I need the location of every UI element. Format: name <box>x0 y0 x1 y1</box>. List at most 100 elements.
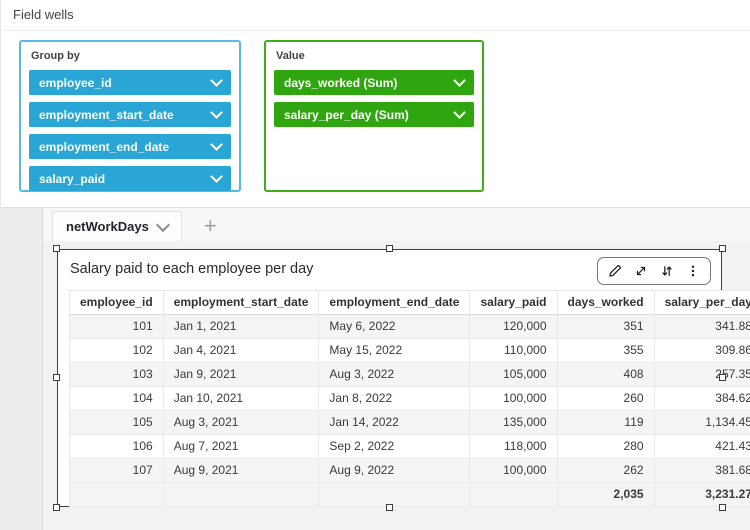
table-total-cell: 3,231.27 <box>653 482 750 507</box>
table-cell: 262 <box>556 458 655 483</box>
field-pill-employment-end-date[interactable]: employment_end_date <box>29 134 231 159</box>
table-cell: 120,000 <box>469 314 558 339</box>
table-totals-row: 2,035 3,231.27 <box>69 482 750 507</box>
table-cell: 384.62 <box>653 386 750 411</box>
table-cell: 110,000 <box>469 338 558 363</box>
chevron-down-icon <box>210 74 223 87</box>
table-cell: Jan 14, 2022 <box>318 410 470 435</box>
table-cell: Jan 10, 2021 <box>162 386 319 411</box>
table-cell: 135,000 <box>469 410 558 435</box>
column-header[interactable]: salary_per_day <box>653 290 750 315</box>
resize-handle-n[interactable] <box>385 245 393 252</box>
field-pill-days-worked-sum[interactable]: days_worked (Sum) <box>274 70 474 95</box>
tab-networkdays[interactable]: netWorkDays <box>52 211 182 241</box>
chevron-down-icon <box>210 106 223 119</box>
table-cell: 100,000 <box>469 386 558 411</box>
table-cell: 351 <box>556 314 655 339</box>
value-well: Value days_worked (Sum) salary_per_day (… <box>264 40 484 192</box>
resize-handle-w[interactable] <box>53 374 60 381</box>
column-header[interactable]: days_worked <box>556 290 655 315</box>
table-cell: 408 <box>556 362 655 387</box>
field-wells-title: Field wells <box>1 0 750 31</box>
table-cell: 355 <box>556 338 655 363</box>
table-cell: Jan 4, 2021 <box>162 338 319 363</box>
table-cell: Aug 3, 2022 <box>318 362 470 387</box>
table-row[interactable]: 107 Aug 9, 2021 Aug 9, 2022 100,000 262 381.6… <box>69 458 750 483</box>
table-row[interactable]: 106 Aug 7, 2021 Sep 2, 2022 118,000 280 421.4… <box>69 434 750 459</box>
table-cell: 105 <box>69 410 164 435</box>
field-wells-panel: Field wells Group by employee_id employm… <box>0 0 750 207</box>
table-cell: Aug 9, 2021 <box>162 458 319 483</box>
column-header[interactable]: employment_end_date <box>318 290 470 315</box>
resize-handle-nw[interactable] <box>53 245 60 252</box>
field-pill-label: salary_paid <box>39 171 106 186</box>
table-cell: 103 <box>69 362 164 387</box>
left-rail <box>0 208 43 530</box>
resize-handle-ne[interactable] <box>719 245 726 252</box>
table-cell: 104 <box>69 386 164 411</box>
table-cell: May 15, 2022 <box>318 338 470 363</box>
chevron-down-icon <box>453 74 466 87</box>
table-cell: 107 <box>69 458 164 483</box>
table-cell: Sep 2, 2022 <box>318 434 470 459</box>
table-cell: Aug 3, 2021 <box>162 410 319 435</box>
table-visual-card[interactable]: Salary paid to each employee per day <box>53 245 750 511</box>
table-total-cell <box>69 482 164 507</box>
field-pill-label: employee_id <box>39 75 112 90</box>
swap-arrows-icon[interactable] <box>660 264 674 278</box>
chevron-down-icon <box>210 138 223 151</box>
chevron-down-icon <box>210 170 223 183</box>
table-row[interactable]: 104 Jan 10, 2021 Jan 8, 2022 100,000 260 384.… <box>69 386 750 411</box>
table-cell: 119 <box>556 410 655 435</box>
table-cell: Jan 8, 2022 <box>318 386 470 411</box>
kebab-menu-icon[interactable] <box>686 264 700 278</box>
sheet-tab-strip: netWorkDays + <box>43 208 750 241</box>
group-by-label: Group by <box>31 50 80 62</box>
table-cell: Jan 9, 2021 <box>162 362 319 387</box>
table-cell: 421.43 <box>653 434 750 459</box>
edit-pencil-icon[interactable] <box>608 264 622 278</box>
resize-handle-se[interactable] <box>719 504 726 511</box>
table-cell: 381.68 <box>653 458 750 483</box>
resize-handle-e[interactable] <box>719 374 726 381</box>
visual-title: Salary paid to each employee per day <box>70 261 314 277</box>
table-cell: Aug 9, 2022 <box>318 458 470 483</box>
table-cell: 280 <box>556 434 655 459</box>
resize-handle-sw[interactable] <box>53 504 60 511</box>
table-cell: May 6, 2022 <box>318 314 470 339</box>
table-row[interactable]: 105 Aug 3, 2021 Jan 14, 2022 135,000 119 1,13… <box>69 410 750 435</box>
column-header[interactable]: salary_paid <box>469 290 558 315</box>
value-label: Value <box>276 50 305 62</box>
column-header[interactable]: employee_id <box>69 290 164 315</box>
table-cell: 309.86 <box>653 338 750 363</box>
table-cell: 341.88 <box>653 314 750 339</box>
table-cell: 105,000 <box>469 362 558 387</box>
table-cell: 102 <box>69 338 164 363</box>
table-row[interactable]: 102 Jan 4, 2021 May 15, 2022 110,000 355 309.… <box>69 338 750 363</box>
table-total-cell <box>469 482 558 507</box>
table-row[interactable]: 101 Jan 1, 2021 May 6, 2022 120,000 351 341.8… <box>69 314 750 339</box>
add-sheet-button[interactable]: + <box>198 213 223 239</box>
field-pill-employment-start-date[interactable]: employment_start_date <box>29 102 231 127</box>
table-cell: 257.35 <box>653 362 750 387</box>
table-cell: Aug 7, 2021 <box>162 434 319 459</box>
field-pill-label: salary_per_day (Sum) <box>284 107 409 122</box>
column-header[interactable]: employment_start_date <box>162 290 319 315</box>
field-pill-employee-id[interactable]: employee_id <box>29 70 231 95</box>
field-pill-salary-paid[interactable]: salary_paid <box>29 166 231 191</box>
chevron-down-icon <box>453 106 466 119</box>
chevron-down-icon[interactable] <box>155 217 170 232</box>
resize-handle-s[interactable] <box>385 504 393 511</box>
field-pill-label: employment_end_date <box>39 139 170 154</box>
pivot-table: employee_id employment_start_date employ… <box>69 290 750 507</box>
expand-arrows-icon[interactable] <box>634 264 648 278</box>
table-total-cell: 2,035 <box>556 482 655 507</box>
table-cell: 260 <box>556 386 655 411</box>
table-header-row: employee_id employment_start_date employ… <box>69 290 750 315</box>
table-total-cell <box>162 482 319 507</box>
visual-toolbar <box>597 257 711 285</box>
field-pill-salary-per-day-sum[interactable]: salary_per_day (Sum) <box>274 102 474 127</box>
sheet-canvas: netWorkDays + Salary paid to each employ… <box>0 207 750 530</box>
table-row[interactable]: 103 Jan 9, 2021 Aug 3, 2022 105,000 408 257.3… <box>69 362 750 387</box>
table-total-cell <box>318 482 470 507</box>
